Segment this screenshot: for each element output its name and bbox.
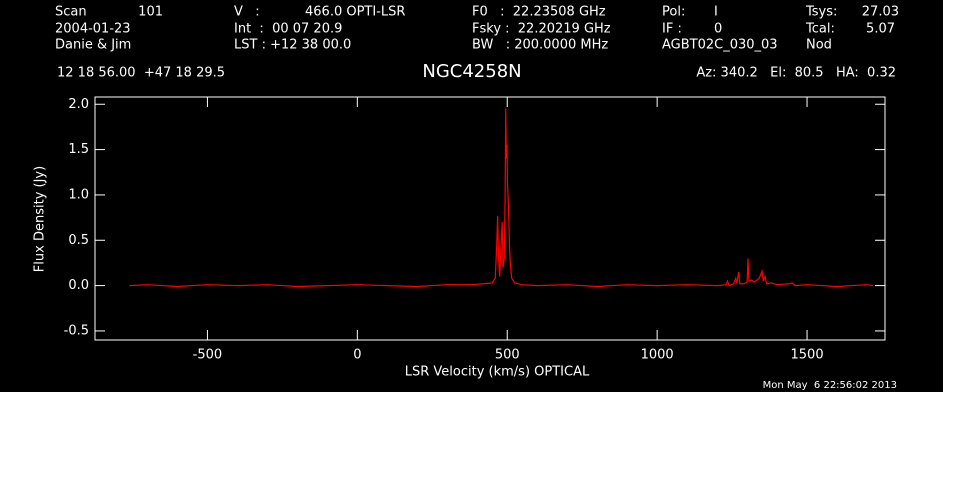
chart-title: NGC4258N [422,61,521,82]
header-label: V : [234,5,260,20]
header-value: Nod [806,38,832,53]
header-label: IF : [662,22,682,37]
header-value: BW : 200.0000 MHz [472,38,608,53]
timestamp: Mon May 6 22:56:02 2013 [763,380,897,391]
x-tick-label: 0 [353,348,361,363]
header-value: Danie & Jim [55,38,131,53]
header-value: Fsky : 22.20219 GHz [472,22,611,37]
plot-background [0,0,943,392]
pointing: Az: 340.2 El: 80.5 HA: 0.32 [696,66,896,81]
header-value: 2004-01-23 [55,22,131,37]
header-label: Pol: [662,5,685,20]
y-tick-label: 1.5 [68,142,89,157]
header-value: 5.07 [866,22,895,37]
header-value: I [714,5,718,20]
y-tick-label: 0.0 [68,278,89,293]
header-value: 0 [714,22,722,37]
spectrum-line [129,108,874,288]
header-value: AGBT02C_030_03 [662,38,778,53]
y-axis-title: Flux Density (Jy) [33,166,48,272]
header-label: Tcal: [805,22,835,37]
x-tick-label: 1000 [641,348,674,363]
header-value: 101 [138,5,163,20]
header-value: Int : 00 07 20.9 [234,22,342,37]
x-tick-label: 1500 [791,348,824,363]
header-label: Scan [55,5,87,20]
x-axis-title: LSR Velocity (km/s) OPTICAL [405,365,590,380]
y-tick-label: 2.0 [68,97,89,112]
header-label: Tsys: [805,5,837,20]
y-tick-label: -0.5 [64,323,89,338]
y-tick-label: 1.0 [68,187,89,202]
x-tick-label: 500 [495,348,520,363]
y-tick-label: 0.5 [68,233,89,248]
header-value: LST : +12 38 00.0 [234,38,351,53]
coordinates: 12 18 56.00 +47 18 29.5 [57,66,225,81]
header-value: 27.03 [862,5,899,20]
header-value: 466.0 OPTI-LSR [305,5,405,20]
header-value: F0 : 22.23508 GHz [472,5,606,20]
plot-frame [94,96,886,341]
x-tick-label: -500 [193,348,223,363]
